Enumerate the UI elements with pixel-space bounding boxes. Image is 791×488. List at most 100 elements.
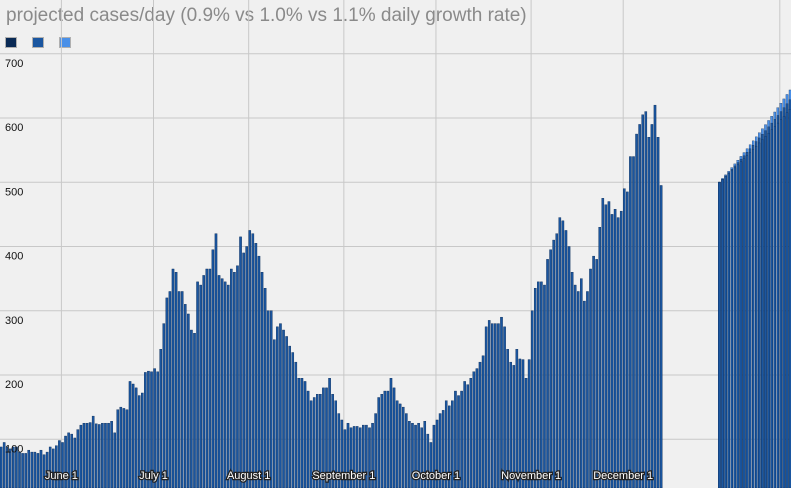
bar <box>484 326 488 488</box>
bar <box>635 133 638 488</box>
x-tick-label: September 1 <box>312 470 375 482</box>
bar <box>592 255 595 488</box>
projection-bar-0-9 <box>721 179 724 488</box>
bar <box>346 422 350 488</box>
bar <box>583 300 586 488</box>
bar <box>251 233 255 488</box>
bar <box>380 394 384 488</box>
bar <box>162 323 166 488</box>
bar <box>110 421 113 488</box>
bar <box>589 268 592 488</box>
projection-bar-0-9 <box>776 122 780 488</box>
y-tick-label: 200 <box>5 379 23 391</box>
bar <box>448 405 451 488</box>
bar <box>85 422 89 488</box>
bar <box>150 371 153 488</box>
bar <box>389 378 393 488</box>
y-tick-label: 400 <box>5 251 23 263</box>
bar <box>423 421 427 488</box>
bar <box>623 188 626 488</box>
bar <box>273 339 276 488</box>
bar <box>193 333 196 488</box>
bar <box>183 304 187 488</box>
bar <box>208 268 212 488</box>
bar <box>119 406 123 488</box>
bar <box>211 249 215 488</box>
bar <box>644 111 648 488</box>
bar <box>546 259 549 488</box>
bar <box>269 310 273 488</box>
bar <box>39 449 43 488</box>
bar <box>279 323 282 488</box>
bar <box>518 358 522 488</box>
bar <box>165 297 169 488</box>
bar <box>21 453 24 488</box>
bar <box>291 352 295 488</box>
bar <box>36 453 40 488</box>
bar <box>460 390 463 488</box>
bar <box>349 427 353 488</box>
bar <box>469 378 473 488</box>
bar <box>558 217 562 488</box>
projection-bar-0-9 <box>730 170 733 488</box>
projection-bar-0-9 <box>736 164 740 488</box>
projection-bar-0-9 <box>748 152 752 488</box>
bar <box>285 336 288 488</box>
bar <box>88 422 92 488</box>
bar <box>629 156 632 488</box>
bar <box>79 424 83 488</box>
bar <box>598 227 602 488</box>
bar <box>543 284 546 488</box>
bar <box>177 291 181 488</box>
bar <box>573 284 577 488</box>
bar <box>340 419 344 488</box>
bar <box>444 400 448 488</box>
bar <box>199 284 202 488</box>
bar <box>24 453 27 488</box>
bar <box>564 230 568 488</box>
bar <box>334 400 338 488</box>
bar <box>454 390 457 488</box>
bar <box>282 329 285 488</box>
bar <box>297 378 301 488</box>
bar <box>358 427 362 488</box>
bar <box>325 387 328 488</box>
legend-swatch-1-1-percent <box>59 37 71 48</box>
bar <box>610 214 614 488</box>
bar <box>190 329 193 488</box>
bar <box>220 278 224 488</box>
projection-bar-0-9 <box>742 158 746 488</box>
projection-bar-0-9 <box>773 126 776 488</box>
bar <box>540 281 543 488</box>
bar <box>607 201 611 488</box>
bar <box>306 390 310 488</box>
legend-swatch-1-0-percent <box>32 37 44 48</box>
projection-bar-0-9 <box>727 173 730 488</box>
bar <box>487 320 491 488</box>
bar <box>552 239 555 488</box>
bar <box>309 400 313 488</box>
bar <box>417 422 420 488</box>
x-tick-label: July 1 <box>139 470 168 482</box>
bar <box>113 432 116 488</box>
bar <box>300 378 304 488</box>
bar <box>303 381 307 488</box>
bar <box>371 422 374 488</box>
bar <box>619 210 623 488</box>
projection-bar-0-9 <box>752 149 755 488</box>
x-tick-label: October 1 <box>412 470 460 482</box>
bar <box>604 204 608 488</box>
bar <box>64 435 67 488</box>
bar <box>497 323 500 488</box>
bar <box>82 422 86 488</box>
bar <box>386 390 390 488</box>
bar <box>457 395 460 488</box>
bar <box>491 323 494 488</box>
bar <box>239 236 242 488</box>
bar <box>245 246 248 488</box>
legend-swatch-0-9-percent <box>5 37 17 48</box>
projection-bar-0-9 <box>770 129 773 488</box>
x-tick-label: November 1 <box>501 470 561 482</box>
bar <box>641 114 645 488</box>
